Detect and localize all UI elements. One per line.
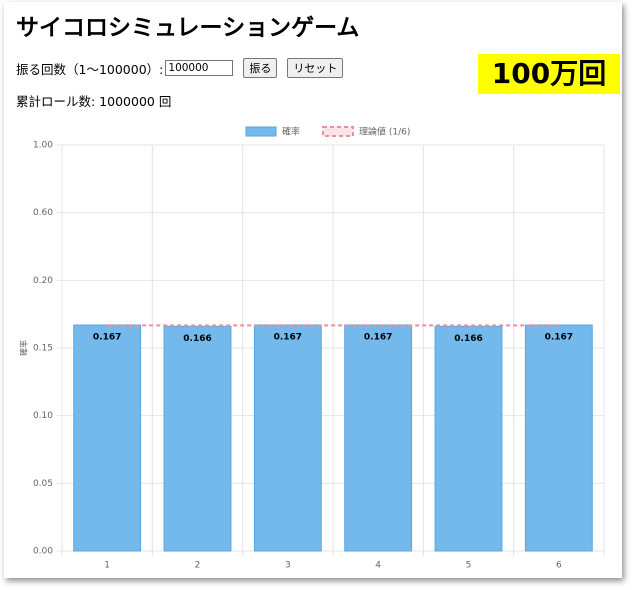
legend-label: 理論値 (1/6) xyxy=(359,126,410,138)
y-tick-label: 0.10 xyxy=(33,411,53,421)
bar xyxy=(253,324,322,552)
x-tick-label: 3 xyxy=(285,561,291,571)
x-tick-label: 1 xyxy=(104,561,110,571)
legend-swatch xyxy=(322,126,355,137)
y-axis-label: 確率 xyxy=(19,340,29,356)
y-tick-label: 0.60 xyxy=(33,208,53,218)
data-label: 0.167 xyxy=(545,332,573,342)
x-tick-label: 5 xyxy=(466,561,472,571)
legend-label: 確率 xyxy=(282,126,300,138)
controls: 振る回数（1〜100000）: 100000 振る リセット xyxy=(16,58,344,78)
app-title: サイコロシミュレーションゲーム xyxy=(16,15,360,41)
data-label: 0.166 xyxy=(183,334,211,344)
roll-button[interactable]: 振る xyxy=(243,58,278,78)
bar xyxy=(344,324,413,552)
x-tick-label: 4 xyxy=(375,561,381,571)
data-label: 0.167 xyxy=(274,332,302,342)
x-tick-label: 6 xyxy=(556,561,562,571)
data-label: 0.167 xyxy=(364,332,392,342)
roll-input[interactable]: 100000 xyxy=(165,60,234,76)
reset-button[interactable]: リセット xyxy=(287,58,344,78)
roll-label: 振る回数（1〜100000）: xyxy=(16,61,164,77)
total-rolls: 累計ロール数: 1000000 回 xyxy=(16,94,172,109)
badge: 100万回 xyxy=(478,54,620,94)
y-tick-label: 0.05 xyxy=(33,479,53,489)
bar xyxy=(163,325,232,552)
legend-swatch xyxy=(245,126,277,137)
y-tick-label: 1.00 xyxy=(33,141,53,151)
data-label: 0.167 xyxy=(93,332,121,342)
y-tick-label: 0.00 xyxy=(33,547,53,557)
bar xyxy=(73,324,142,552)
x-tick-label: 2 xyxy=(195,561,201,571)
data-label: 0.166 xyxy=(454,334,482,344)
bar xyxy=(524,324,593,552)
bar xyxy=(434,325,503,552)
y-tick-label: 0.20 xyxy=(33,276,53,286)
y-tick-label: 0.15 xyxy=(33,344,53,354)
